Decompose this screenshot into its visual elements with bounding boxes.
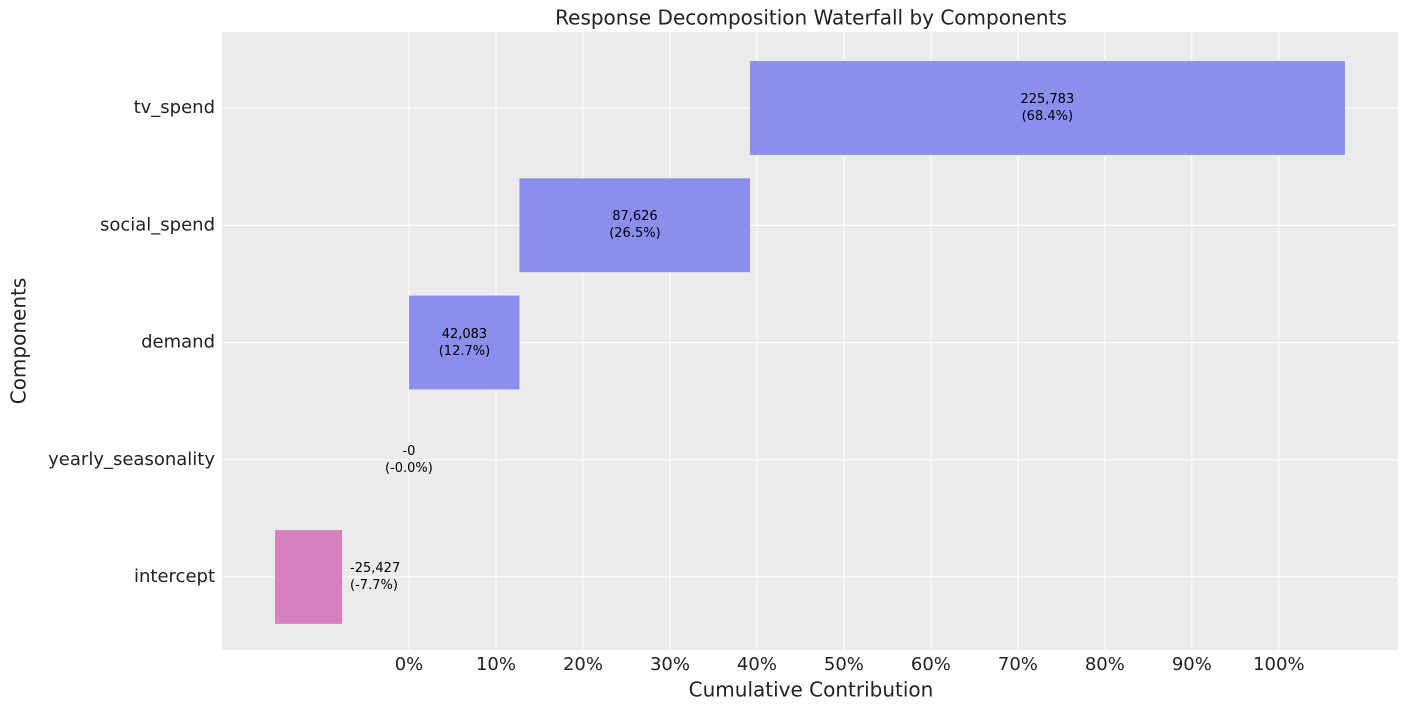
x-tick-label: 90% [1172, 654, 1212, 675]
bar [275, 530, 343, 624]
y-axis-label: Components [7, 278, 31, 405]
value-label: 87,626 (26.5%) [609, 209, 661, 242]
x-tick-label: 20% [563, 654, 603, 675]
y-tick-label: tv_spend [134, 97, 215, 118]
bar [409, 295, 520, 390]
x-tick-label: 70% [998, 654, 1038, 675]
bar [749, 61, 1345, 155]
x-tick-label: 40% [737, 654, 777, 675]
x-tick-label: 80% [1085, 654, 1125, 675]
y-tick-label: social_spend [100, 214, 215, 235]
x-tick-label: 30% [650, 654, 690, 675]
y-tick-label: intercept [134, 566, 215, 587]
x-tick-label: 50% [824, 654, 864, 675]
value-label: 225,783 (68.4%) [1020, 92, 1075, 124]
value-label: -0 (-0.0%) [385, 443, 433, 476]
chart-title: Response Decomposition Waterfall by Comp… [555, 6, 1067, 30]
bar [519, 178, 750, 273]
x-tick-label: 10% [476, 654, 516, 675]
x-tick-label: 100% [1253, 654, 1304, 675]
x-tick-label: 60% [911, 654, 951, 675]
y-tick-label: yearly_seasonality [48, 449, 215, 470]
x-tick-label: 0% [395, 654, 424, 675]
value-label: 42,083 (12.7%) [438, 326, 491, 359]
x-axis-label: Cumulative Contribution [689, 678, 934, 702]
y-tick-label: demand [141, 332, 215, 353]
value-label: -25,427 (-7.7%) [350, 561, 401, 593]
